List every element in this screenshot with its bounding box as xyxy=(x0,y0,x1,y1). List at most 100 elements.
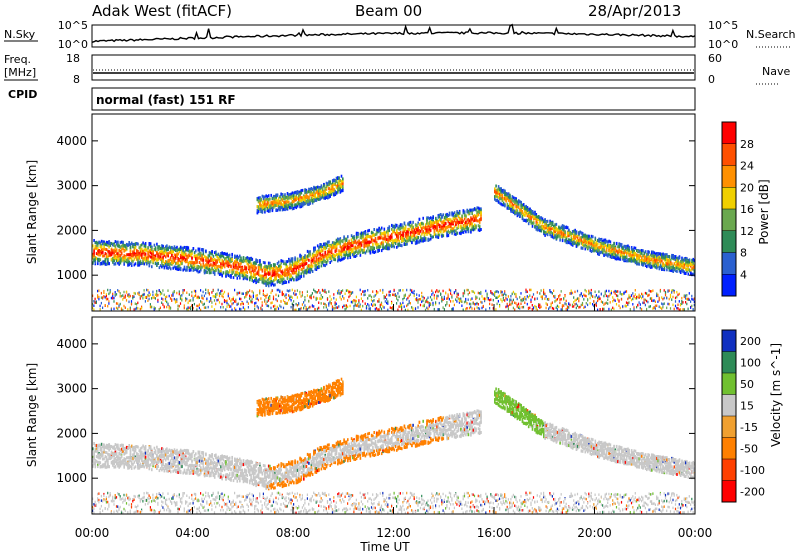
power-cell xyxy=(211,267,213,271)
power-cell xyxy=(352,235,354,239)
power-cell xyxy=(291,205,294,209)
power-cell xyxy=(105,248,108,252)
power-cell xyxy=(545,226,548,230)
power-cell xyxy=(133,291,135,295)
power-cell xyxy=(372,250,374,254)
power-cell xyxy=(428,217,431,220)
power-cell xyxy=(127,261,129,265)
power-cell xyxy=(447,225,450,229)
power-cell xyxy=(496,191,499,195)
power-cell xyxy=(222,271,225,275)
power-cell xyxy=(316,250,319,254)
power-cell xyxy=(324,254,326,258)
power-cell xyxy=(146,256,148,260)
power-cell xyxy=(319,259,321,263)
power-cell xyxy=(113,300,115,303)
power-cell xyxy=(389,244,392,248)
power-cell xyxy=(432,216,434,220)
power-cell xyxy=(261,268,264,272)
power-cell xyxy=(331,306,334,309)
power-cell xyxy=(438,301,440,305)
power-cell xyxy=(535,218,538,222)
power-cell xyxy=(203,302,205,306)
power-cell xyxy=(334,306,336,310)
power-cell xyxy=(473,307,476,311)
power-cell xyxy=(511,195,514,199)
power-cell xyxy=(428,230,431,234)
power-cell xyxy=(370,247,373,251)
power-cell xyxy=(210,297,212,300)
power-cell xyxy=(276,267,279,270)
power-cell xyxy=(426,232,428,236)
power-cell xyxy=(526,302,528,306)
power-cell xyxy=(348,290,350,293)
power-cell xyxy=(354,250,357,254)
power-cell xyxy=(433,232,436,236)
power-cell xyxy=(467,212,470,216)
power-cell xyxy=(396,231,398,234)
power-cell xyxy=(129,249,132,253)
power-cell xyxy=(112,260,114,264)
power-cell xyxy=(260,274,262,278)
power-cell xyxy=(300,191,303,195)
power-cell xyxy=(555,226,558,230)
power-cell xyxy=(404,226,407,230)
power-cell xyxy=(128,300,130,304)
power-cell xyxy=(362,300,364,303)
power-cell xyxy=(261,208,264,212)
power-cell xyxy=(265,302,267,306)
power-cell xyxy=(114,244,117,248)
power-cell xyxy=(538,226,540,230)
power-cell xyxy=(305,256,308,260)
power-cell xyxy=(313,261,315,265)
power-cell xyxy=(221,254,223,257)
power-cell xyxy=(176,261,178,265)
power-cell xyxy=(169,307,172,310)
power-cell xyxy=(185,260,187,264)
cpid-strip-frame xyxy=(91,87,696,111)
power-cell xyxy=(402,231,404,235)
power-cell xyxy=(103,247,105,251)
power-cell xyxy=(452,212,455,216)
power-cell xyxy=(509,203,511,207)
power-cell xyxy=(159,293,161,296)
power-cell xyxy=(354,245,357,249)
power-cell xyxy=(295,191,298,195)
power-cell xyxy=(185,246,187,250)
power-cell xyxy=(255,277,257,281)
power-cell xyxy=(359,253,362,257)
power-cell xyxy=(161,297,163,300)
power-cell xyxy=(433,307,435,311)
power-cell xyxy=(404,228,407,232)
power-cell xyxy=(352,291,354,294)
power-cell xyxy=(226,264,228,268)
power-cell xyxy=(359,250,362,254)
power-cell xyxy=(249,297,251,300)
power-cell xyxy=(541,217,544,221)
power-cell xyxy=(223,299,226,302)
power-cell xyxy=(249,278,251,282)
power-cell xyxy=(299,292,301,296)
power-cell xyxy=(403,294,405,297)
power-cell xyxy=(152,250,154,254)
power-cell xyxy=(473,223,476,227)
power-cell xyxy=(360,241,363,245)
power-cell xyxy=(334,181,337,185)
power-cell xyxy=(267,272,270,276)
power-cell xyxy=(261,194,264,198)
power-cell xyxy=(254,268,256,272)
power-cell xyxy=(510,208,512,211)
power-cell xyxy=(133,248,136,252)
power-cell xyxy=(284,301,286,305)
power-cell xyxy=(247,263,250,267)
power-cell xyxy=(401,224,403,227)
power-cell xyxy=(521,214,524,218)
power-cell xyxy=(158,289,160,292)
power-cell xyxy=(321,253,324,257)
power-cell xyxy=(359,288,361,292)
power-cell xyxy=(416,228,418,232)
power-cell xyxy=(139,250,142,254)
power-cell xyxy=(443,224,446,228)
power-cell xyxy=(228,297,231,300)
power-cell xyxy=(298,302,300,305)
